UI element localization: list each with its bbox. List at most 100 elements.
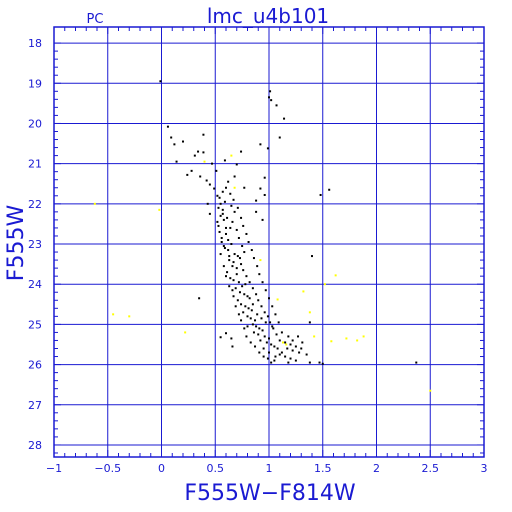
data-point xyxy=(260,305,263,308)
data-point xyxy=(256,265,259,268)
data-point xyxy=(291,349,294,352)
data-point xyxy=(258,351,261,354)
data-point xyxy=(261,329,264,332)
data-point xyxy=(278,339,281,342)
data-point xyxy=(334,274,337,277)
x-tick-label: −1 xyxy=(46,462,62,475)
data-point xyxy=(215,169,218,172)
data-point xyxy=(234,305,237,308)
data-point xyxy=(219,214,222,217)
y-tick-label: 27 xyxy=(28,399,42,412)
data-point xyxy=(219,336,222,339)
data-point xyxy=(257,299,260,302)
data-point xyxy=(226,271,229,274)
data-point xyxy=(219,253,222,256)
data-point xyxy=(220,241,223,243)
data-point xyxy=(208,212,211,215)
y-axis-title: F555W xyxy=(4,205,29,282)
data-point xyxy=(286,347,289,350)
data-point xyxy=(128,315,131,318)
data-point xyxy=(158,208,161,211)
data-point xyxy=(246,315,249,318)
axis-ticks xyxy=(53,27,485,457)
y-tick-label: 18 xyxy=(28,37,42,50)
data-point xyxy=(308,361,311,364)
data-point xyxy=(93,202,96,205)
y-tick-label: 21 xyxy=(28,158,42,171)
data-point xyxy=(222,218,225,221)
data-point xyxy=(221,190,224,193)
data-point xyxy=(230,154,233,157)
data-point xyxy=(208,183,211,186)
data-point xyxy=(269,321,272,324)
data-point xyxy=(205,179,208,182)
x-tick-label: 1.5 xyxy=(314,462,332,475)
data-point xyxy=(255,293,258,296)
data-point xyxy=(241,285,244,288)
data-point xyxy=(236,299,239,302)
data-point xyxy=(233,210,236,213)
data-point xyxy=(251,323,254,326)
data-point xyxy=(233,186,236,189)
data-point xyxy=(235,163,238,166)
data-point xyxy=(254,345,257,348)
data-point xyxy=(256,313,259,316)
data-point xyxy=(263,176,266,179)
data-point xyxy=(278,353,281,356)
y-tick-label: 19 xyxy=(28,77,42,90)
data-point xyxy=(231,220,234,223)
x-tick-label: 2.5 xyxy=(422,462,440,475)
data-point xyxy=(321,362,324,365)
data-point xyxy=(261,218,264,221)
x-tick-label: −0.5 xyxy=(94,462,121,475)
data-point xyxy=(232,261,235,264)
data-point xyxy=(228,285,231,288)
data-point xyxy=(251,287,254,290)
data-point xyxy=(356,339,359,342)
data-point xyxy=(257,333,260,336)
data-point xyxy=(213,187,216,190)
data-point xyxy=(193,154,196,157)
data-point xyxy=(238,257,241,260)
data-point xyxy=(225,232,227,235)
y-axis-tick-labels: 18 19 20 21 22 23 24 25 26 27 28 xyxy=(28,37,42,452)
data-point xyxy=(235,267,238,270)
data-point xyxy=(216,220,219,223)
data-point xyxy=(232,279,235,282)
data-point xyxy=(330,340,333,343)
data-point xyxy=(159,80,162,83)
x-tick-label: 1 xyxy=(266,462,273,475)
chart-grid xyxy=(54,27,484,457)
data-point xyxy=(240,319,243,322)
data-point xyxy=(221,208,224,211)
data-point xyxy=(302,290,305,293)
data-point xyxy=(238,291,241,294)
data-point xyxy=(362,335,365,338)
data-point xyxy=(237,313,240,316)
data-point xyxy=(231,265,234,268)
data-point xyxy=(300,347,303,350)
data-point xyxy=(170,136,173,139)
data-point xyxy=(271,325,274,328)
data-point xyxy=(234,287,237,290)
data-point xyxy=(415,361,418,364)
y-tick-label: 20 xyxy=(28,117,42,130)
data-point xyxy=(266,315,269,318)
data-point xyxy=(269,90,272,93)
data-point xyxy=(273,359,276,362)
data-point xyxy=(182,140,184,143)
data-point xyxy=(294,359,297,362)
data-point xyxy=(244,283,247,286)
data-point xyxy=(280,331,283,334)
data-point xyxy=(230,243,233,246)
data-point xyxy=(328,188,331,191)
data-point xyxy=(250,249,253,252)
data-point xyxy=(289,343,292,346)
data-point xyxy=(223,200,226,203)
data-point xyxy=(231,289,234,292)
data-point xyxy=(186,173,189,176)
data-point xyxy=(248,297,251,300)
data-point xyxy=(260,317,263,320)
data-point xyxy=(219,202,222,205)
data-point xyxy=(305,353,308,356)
